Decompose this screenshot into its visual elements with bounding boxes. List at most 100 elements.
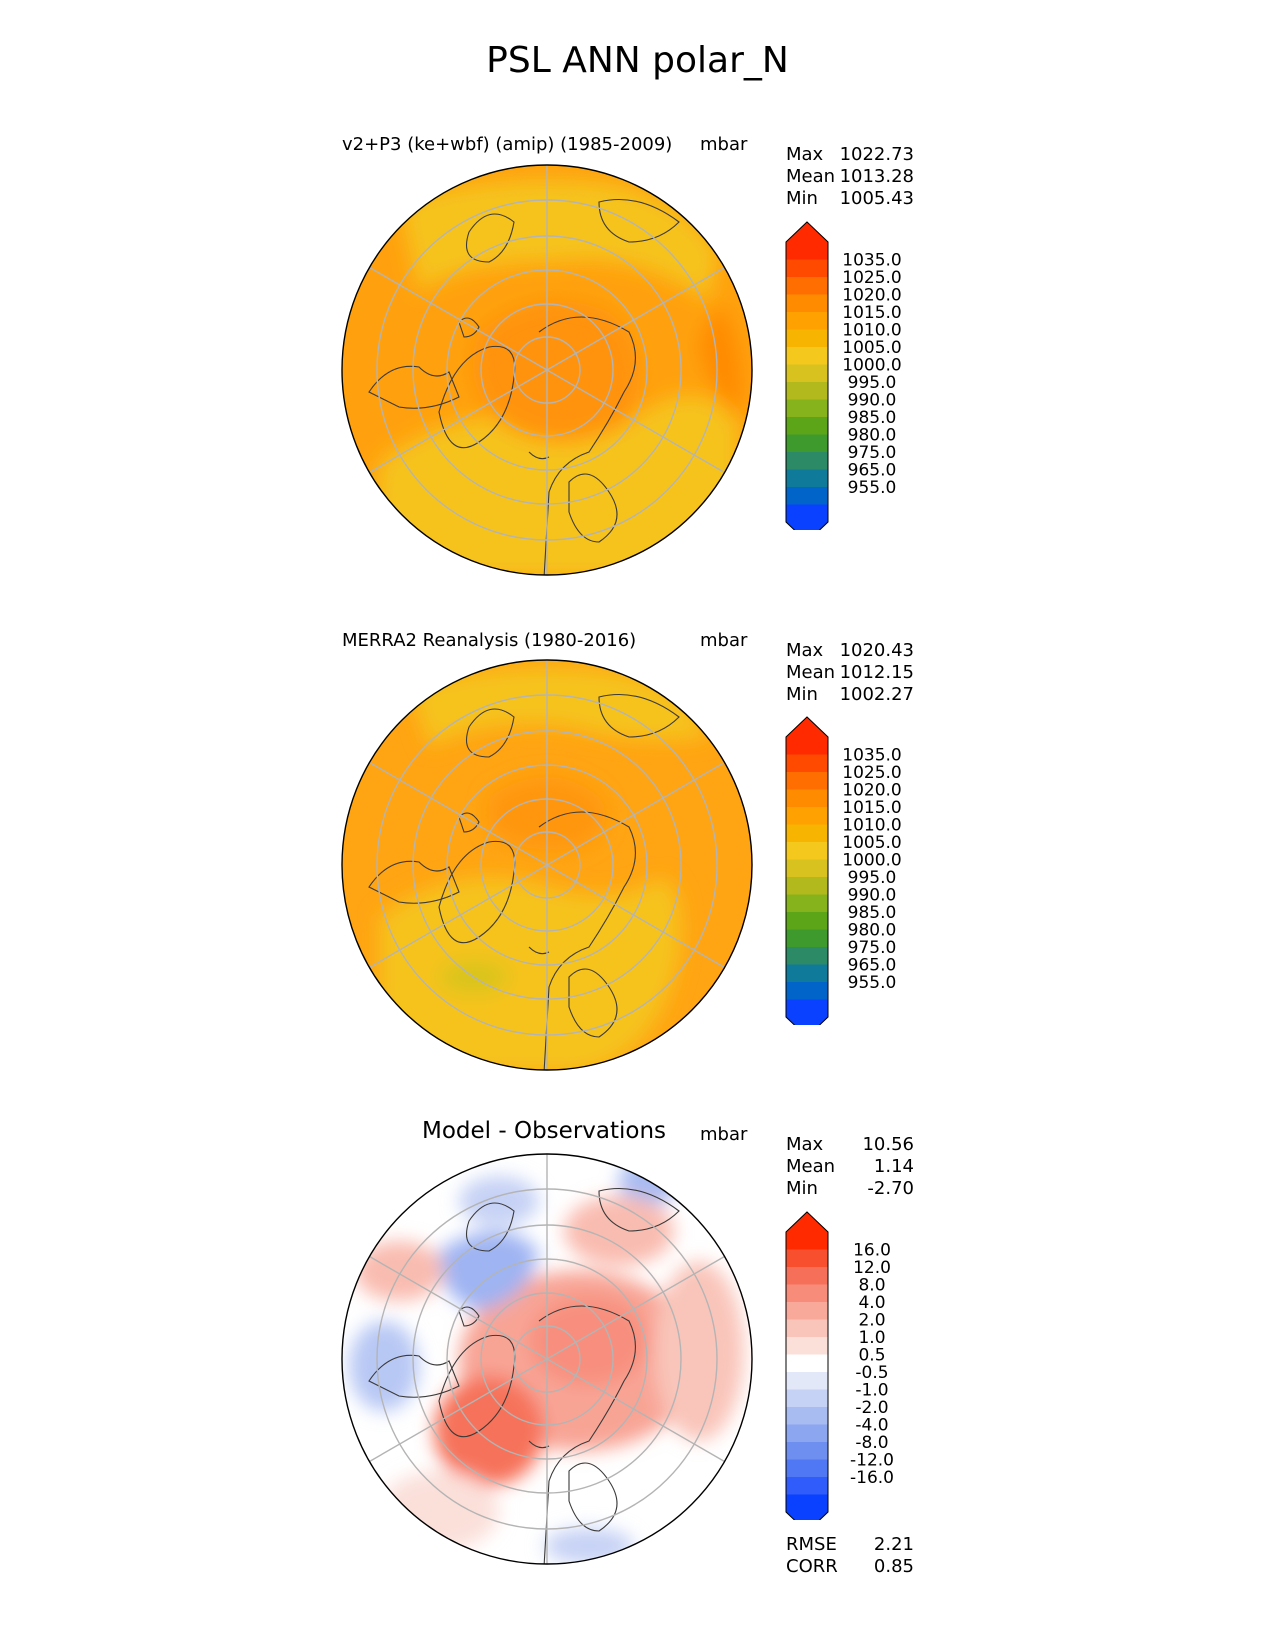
colorbar-tick-label: 4.0 [858,1293,885,1313]
colorbar-over-extension [786,717,828,737]
colorbar-tick-label: 1020.0 [842,781,901,801]
colorbar-tick-label: 1000.0 [842,851,901,871]
panel-3-stats: Max 10.56 Mean 1.14 Min -2.70 [786,1134,914,1200]
colorbar-tick-label: 1005.0 [842,833,901,853]
stat-min: Min 1002.27 [786,684,914,705]
colorbar-tick-label: 980.0 [848,921,897,941]
colorbar-swatch [786,434,828,453]
colorbar-tick-label: 1005.0 [842,338,901,358]
colorbar-swatch [786,329,828,348]
colorbar-tick-label: 955.0 [848,973,897,993]
figure-title: PSL ANN polar_N [486,40,789,81]
colorbar-swatch [786,1337,828,1355]
colorbar-tick-label: -0.5 [855,1363,888,1383]
colorbar-swatch [786,294,828,313]
colorbar-swatch [786,364,828,383]
panel-3-polar-map [341,1153,753,1565]
colorbar-swatch [786,1284,828,1303]
colorbar-swatch [786,947,828,965]
colorbar-swatch [786,1372,828,1390]
colorbar-tick-label: 995.0 [848,373,897,393]
colorbar-swatch [786,912,828,930]
colorbar-tick-label: 980.0 [848,426,897,446]
colorbar-swatch [786,789,828,808]
colorbar-swatch [786,259,828,278]
colorbar-swatch [786,1267,828,1285]
panel-3-units: mbar [700,1124,748,1145]
colorbar-over-extension [786,1212,828,1232]
colorbar-swatch [786,982,828,1000]
colorbar-swatch [786,487,828,505]
panel-1-colorbar: 1035.01025.01020.01015.01010.01005.01000… [785,221,902,530]
stat-mean: Mean 1.14 [786,1156,914,1177]
panel-2-stats: Max 1020.43 Mean 1012.15 Min 1002.27 [786,640,914,706]
colorbar-tick-label: -4.0 [855,1416,888,1436]
colorbar-tick-label: 1035.0 [842,251,901,271]
colorbar-tick-label: 955.0 [848,478,897,498]
colorbar-tick-label: 1015.0 [842,303,901,323]
colorbar-swatch [786,1459,828,1478]
colorbar-tick-label: 1010.0 [842,321,901,341]
colorbar-tick-label: 0.5 [858,1346,885,1366]
colorbar-tick-label: 1035.0 [842,746,901,766]
stat-mean: Mean 1012.15 [786,662,914,683]
metric-rmse: RMSE 2.21 [786,1534,914,1555]
colorbar-swatch [786,277,828,295]
colorbar-tick-label: 12.0 [853,1258,891,1278]
colorbar-tick-label: 965.0 [848,461,897,481]
colorbar-tick-label: -1.0 [855,1381,888,1401]
colorbar-tick-label: 1010.0 [842,816,901,836]
colorbar-over-extension [786,222,828,242]
colorbar-tick-label: 1015.0 [842,798,901,818]
colorbar-swatch [786,1442,828,1460]
colorbar-swatch [786,859,828,878]
colorbar-swatch [786,417,828,435]
colorbar-tick-label: 995.0 [848,868,897,888]
colorbar-swatch [786,1407,828,1425]
colorbar-swatch [786,347,828,365]
stat-max: Max 10.56 [786,1134,914,1155]
colorbar-swatch [786,737,828,755]
panel-1-units: mbar [700,134,748,155]
colorbar-tick-label: -12.0 [850,1451,894,1471]
colorbar-tick-label: 990.0 [848,886,897,906]
colorbar-tick-label: 16.0 [853,1241,891,1261]
panel-2-colorbar: 1035.01025.01020.01015.01010.01005.01000… [785,716,902,1025]
colorbar-swatch [786,312,828,330]
colorbar-tick-label: 2.0 [858,1311,885,1331]
colorbar-tick-label: 975.0 [848,443,897,463]
colorbar-swatch [786,1319,828,1338]
colorbar-swatch [786,754,828,773]
panel-1-polar-map [341,164,753,576]
colorbar-tick-label: 8.0 [858,1276,885,1296]
colorbar-tick-label: 1020.0 [842,286,901,306]
colorbar-tick-label: -16.0 [850,1468,894,1488]
colorbar-under-extension [786,522,828,530]
colorbar-swatch [786,807,828,825]
colorbar-swatch [786,399,828,418]
colorbar-tick-label: 1000.0 [842,356,901,376]
colorbar-swatch [786,1354,828,1373]
colorbar-swatch [786,1477,828,1495]
colorbar-under-extension [786,1017,828,1025]
colorbar-swatch [786,999,828,1018]
colorbar-tick-label: 985.0 [848,903,897,923]
colorbar-tick-label: 1025.0 [842,763,901,783]
colorbar-swatch [786,842,828,860]
colorbar-tick-label: 1025.0 [842,268,901,288]
colorbar-outline [785,1211,829,1520]
colorbar-swatch [786,877,828,895]
colorbar-swatch [786,964,828,983]
panel-3-metrics: RMSE 2.21 CORR 0.85 [786,1534,914,1578]
colorbar-swatch [786,1302,828,1320]
metric-corr: CORR 0.85 [786,1556,914,1577]
stat-min: Min 1005.43 [786,188,914,209]
colorbar-tick-label: 985.0 [848,408,897,428]
colorbar-tick-label: 975.0 [848,938,897,958]
panel-2-units: mbar [700,630,748,651]
colorbar-tick-label: 965.0 [848,956,897,976]
colorbar-under-extension [786,1512,828,1520]
colorbar-tick-label: 990.0 [848,391,897,411]
stat-max: Max 1020.43 [786,640,914,661]
colorbar-swatch [786,824,828,843]
